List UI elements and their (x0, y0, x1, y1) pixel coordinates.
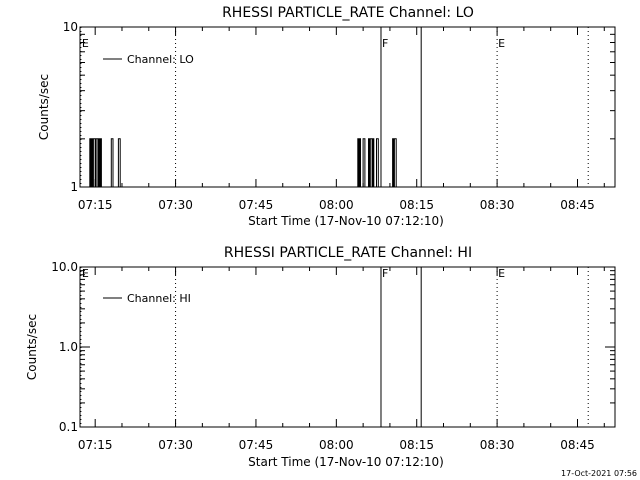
y-tick-label: 10.0 (51, 260, 78, 274)
panel-lo: RHESSI PARTICLE_RATE Channel: LO Counts/… (37, 5, 616, 228)
chart-title: RHESSI PARTICLE_RATE Channel: LO (222, 5, 474, 21)
legend: Channel: LO (103, 53, 194, 66)
x-tick-label: 08:15 (399, 198, 434, 212)
legend-label: Channel: LO (127, 53, 194, 66)
plot-marks (79, 26, 616, 188)
x-tick-label: 08:00 (319, 198, 354, 212)
plot-marks (79, 266, 616, 428)
x-tick-label: 07:15 (78, 198, 113, 212)
x-tick-label: 07:45 (239, 438, 274, 452)
x-tick-label: 07:45 (239, 198, 274, 212)
x-tick-label: 08:00 (319, 438, 354, 452)
x-tick-label: 08:30 (480, 198, 515, 212)
x-tick-labels: 07:15 07:30 07:45 08:00 08:15 08:30 08:4… (78, 198, 595, 212)
marker-label: E (498, 267, 505, 280)
x-axis-label: Start Time (17-Nov-10 07:12:10) (248, 214, 444, 228)
y-axis-label: Counts/sec (25, 314, 39, 380)
y-tick-label: 1 (70, 180, 78, 194)
y-tick-label: 0.1 (59, 420, 78, 434)
x-tick-label: 08:45 (560, 198, 595, 212)
legend-label: Channel: HI (127, 292, 191, 305)
marker-label: F (382, 267, 388, 280)
x-tick-label: 08:30 (480, 438, 515, 452)
marker-label: E (498, 37, 505, 50)
panel-hi: RHESSI PARTICLE_RATE Channel: HI Counts/… (25, 245, 616, 469)
marker-label: E (82, 37, 89, 50)
series-line (80, 138, 615, 188)
y-tick-labels: 0.1 1.0 10.0 (51, 260, 78, 434)
y-tick-labels: 1 10 (63, 20, 78, 194)
marker-labels: E F E (82, 267, 505, 280)
chart-title: RHESSI PARTICLE_RATE Channel: HI (224, 245, 472, 261)
x-tick-label: 07:30 (158, 438, 193, 452)
y-tick-label: 10 (63, 20, 78, 34)
x-axis-label: Start Time (17-Nov-10 07:12:10) (248, 455, 444, 469)
x-tick-label: 08:15 (399, 438, 434, 452)
y-tick-label: 1.0 (59, 340, 78, 354)
marker-label: E (82, 267, 89, 280)
x-tick-label: 08:45 (560, 438, 595, 452)
x-tick-label: 07:30 (158, 198, 193, 212)
legend: Channel: HI (103, 292, 191, 305)
footer-timestamp: 17-Oct-2021 07:56 (561, 469, 637, 478)
marker-label: F (382, 37, 388, 50)
x-tick-labels: 07:15 07:30 07:45 08:00 08:15 08:30 08:4… (78, 438, 595, 452)
y-axis-label: Counts/sec (37, 74, 51, 140)
x-tick-label: 07:15 (78, 438, 113, 452)
marker-labels: E F E (82, 37, 505, 50)
